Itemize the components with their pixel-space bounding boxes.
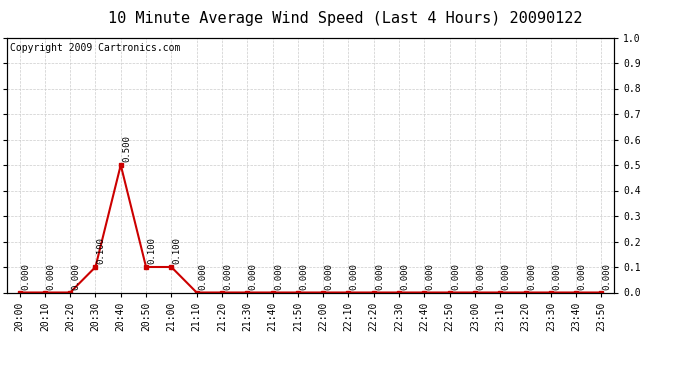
Text: 0.000: 0.000 (375, 263, 384, 290)
Text: 0.000: 0.000 (46, 263, 55, 290)
Text: 10 Minute Average Wind Speed (Last 4 Hours) 20090122: 10 Minute Average Wind Speed (Last 4 Hou… (108, 11, 582, 26)
Text: 0.000: 0.000 (451, 263, 460, 290)
Text: 0.000: 0.000 (324, 263, 333, 290)
Text: 0.000: 0.000 (426, 263, 435, 290)
Text: Copyright 2009 Cartronics.com: Copyright 2009 Cartronics.com (10, 43, 180, 52)
Text: 0.000: 0.000 (578, 263, 586, 290)
Text: 0.000: 0.000 (400, 263, 409, 290)
Text: 0.100: 0.100 (172, 237, 181, 264)
Text: 0.100: 0.100 (97, 237, 106, 264)
Text: 0.000: 0.000 (552, 263, 561, 290)
Text: 0.000: 0.000 (476, 263, 485, 290)
Text: 0.000: 0.000 (198, 263, 207, 290)
Text: 0.000: 0.000 (603, 263, 612, 290)
Text: 0.000: 0.000 (248, 263, 257, 290)
Text: 0.000: 0.000 (299, 263, 308, 290)
Text: 0.000: 0.000 (350, 263, 359, 290)
Text: 0.000: 0.000 (502, 263, 511, 290)
Text: 0.000: 0.000 (274, 263, 283, 290)
Text: 0.100: 0.100 (148, 237, 157, 264)
Text: 0.000: 0.000 (21, 263, 30, 290)
Text: 0.500: 0.500 (122, 135, 131, 162)
Text: 0.000: 0.000 (527, 263, 536, 290)
Text: 0.000: 0.000 (72, 263, 81, 290)
Text: 0.000: 0.000 (224, 263, 233, 290)
